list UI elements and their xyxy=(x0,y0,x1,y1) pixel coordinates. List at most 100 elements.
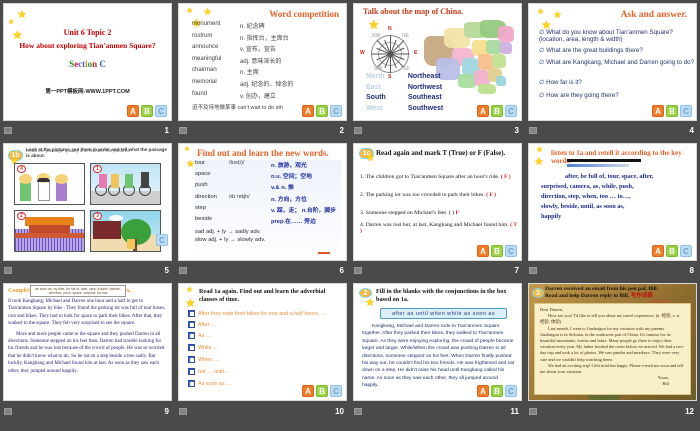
star-icon: ★ xyxy=(536,145,544,154)
keyword-line: direction, step, when, too … to…, xyxy=(541,193,631,200)
slide-cell-12[interactable]: 3 Darren received an email from his pen … xyxy=(525,280,700,421)
slide-cell-8[interactable]: ★ ★ listen to 1a and retell it according… xyxy=(525,140,700,280)
direction-west: West xyxy=(366,104,383,112)
star-icon: ★ xyxy=(186,285,194,294)
block-a: A xyxy=(302,105,314,117)
star-icon: ★ xyxy=(8,19,15,26)
slide-cell-2[interactable]: ★ ★ ★ Word competition monument n. 纪念碑 ro… xyxy=(175,0,350,140)
phonetic: /dɪˈrekʃn/ xyxy=(229,193,250,200)
word-row: tour/tʊə(r)/ n. 旅游，观光 xyxy=(195,160,341,169)
audio-progress[interactable] xyxy=(567,164,629,167)
slide-12[interactable]: 3 Darren received an email from his pen … xyxy=(528,283,697,401)
slide-title: Fill in the blanks with the conjunctions… xyxy=(376,288,507,303)
slide-title: Talk about the map of China. xyxy=(363,7,464,16)
slide-8[interactable]: ★ ★ listen to 1a and retell it according… xyxy=(528,143,697,261)
slide-3[interactable]: Talk about the map of China. ★ N NE E SE… xyxy=(353,3,522,121)
meaning: v. 踩，走； n.台阶，脚步 xyxy=(271,207,336,214)
bullet-icon xyxy=(188,368,195,375)
slide-layout-icon xyxy=(354,408,362,415)
audio-bar[interactable] xyxy=(567,159,641,162)
email-letter: Dear Darren, How are you? I'd like to te… xyxy=(534,303,691,395)
slide-layout-icon xyxy=(354,127,362,134)
word: memorial xyxy=(192,78,217,85)
phonetic xyxy=(229,216,271,225)
picture-1[interactable]: 4 xyxy=(14,163,85,205)
slide-10[interactable]: ★ ★ Read 1a again. Find out and learn th… xyxy=(178,283,347,401)
slide-cell-4[interactable]: ★ ★ ★ Ask and answer. ∅ What do you know… xyxy=(525,0,700,140)
letter-signoff: Yours, xyxy=(657,375,669,381)
question-2: ∅ What are the great buildings there? xyxy=(539,47,643,54)
abc-blocks: A B C xyxy=(652,105,692,117)
compass-label-ne: NE xyxy=(402,33,409,39)
slide-cell-5[interactable]: 1b ★ Look at the pictures, put them in o… xyxy=(0,140,175,280)
letter-sender: Bill xyxy=(662,381,669,387)
clause-item-4: While … xyxy=(188,344,218,351)
slide-cell-1[interactable]: ★ ★ ★ Unit 6 Topic 2 How about exploring… xyxy=(0,0,175,140)
word: chairman xyxy=(192,67,217,74)
slide-cell-3[interactable]: Talk about the map of China. ★ N NE E SE… xyxy=(350,0,525,140)
slide-6[interactable]: ★ ★ Find out and learn the new words. to… xyxy=(178,143,347,261)
slide-11[interactable]: 2 ★ Fill in the blanks with the conjunct… xyxy=(353,283,522,401)
slide-cell-6[interactable]: ★ ★ Find out and learn the new words. to… xyxy=(175,140,350,280)
slide-9[interactable]: Complete the passage with the words in t… xyxy=(3,283,172,401)
slide-layout-icon xyxy=(529,408,537,415)
slide-cell-10[interactable]: ★ ★ Read 1a again. Find out and learn th… xyxy=(175,280,350,421)
slide-cell-11[interactable]: 2 ★ Fill in the blanks with the conjunct… xyxy=(350,280,525,421)
clause-text: As soon as … xyxy=(198,380,232,387)
word: tour xyxy=(195,160,205,166)
compass-label-sw: SW xyxy=(374,66,383,72)
passage-paragraph-2: More and more people came to the square … xyxy=(8,331,165,374)
slide-cell-7[interactable]: 1c ★ Read again and mark T (True) or F (… xyxy=(350,140,525,280)
question-text: How far is it? xyxy=(546,79,582,86)
china-map-image xyxy=(422,18,518,94)
picture-2[interactable]: 1 xyxy=(90,163,161,205)
letter-paragraph-3: We had an exciting trip! I felt tired bu… xyxy=(540,362,683,375)
statement-4: 4. Darren was lost but, at last, Kangkan… xyxy=(360,222,520,234)
block-a: A xyxy=(302,385,314,397)
word-meaning: v. 创办，建立 xyxy=(240,93,276,100)
block-a: A xyxy=(477,385,489,397)
direction-south: South xyxy=(366,94,386,101)
star-icon: ★ xyxy=(366,153,375,164)
picture-4[interactable]: 3 xyxy=(90,210,161,252)
slide-7[interactable]: 1c ★ Read again and mark T (True) or F (… xyxy=(353,143,522,261)
picture-order-badge: 3 xyxy=(93,212,102,220)
derivation-2: slow adj. + ly → slowly adv. xyxy=(195,236,266,243)
word-meaning: n. 主席 xyxy=(240,70,259,77)
picture-3[interactable]: 2 xyxy=(14,210,85,252)
direction-column-right: Northeast Northwest Southeast Southwest xyxy=(408,72,443,114)
letter-paragraph-1: How are you? I'd like to tell you about … xyxy=(540,313,681,325)
slide-layout-icon xyxy=(529,267,537,274)
word: push xyxy=(195,182,208,189)
answer: ( T ) xyxy=(360,222,517,234)
word-meaning: n. 指挥台，主席台 xyxy=(240,35,289,42)
slide-1[interactable]: ★ ★ ★ Unit 6 Topic 2 How about exploring… xyxy=(3,3,172,121)
slide-title: Read again and mark T (True) or F (False… xyxy=(376,149,506,157)
slide-meta-12: 12 xyxy=(525,402,700,421)
slide-5[interactable]: 1b ★ Look at the pictures, put them in o… xyxy=(3,143,172,261)
star-icon: ★ xyxy=(537,7,545,16)
statement-2: 2. The parking lot was too crowded to pa… xyxy=(360,192,520,198)
clause-text: When … xyxy=(198,356,219,363)
star-icon: ★ xyxy=(186,159,195,170)
keyword-list: after, be full of, tour, space, after, s… xyxy=(541,172,690,222)
clause-text: While … xyxy=(198,344,219,351)
phonetic: /tʊə(r)/ xyxy=(229,160,245,166)
word: monument xyxy=(192,21,221,27)
word-row: beside prep.在…… 旁边 xyxy=(195,216,341,225)
phonetic xyxy=(229,171,271,180)
word: announce xyxy=(192,44,219,51)
slide-4[interactable]: ★ ★ ★ Ask and answer. ∅ What do you know… xyxy=(528,3,697,121)
slide-number: 1 xyxy=(164,126,169,135)
passage-body: Kangkang, Michael and Darren rode to Tia… xyxy=(362,323,515,390)
compass-label-nw: NW xyxy=(372,33,381,39)
keyword-line: slowly, beside, until, as soon as, xyxy=(541,203,625,210)
slide-2[interactable]: ★ ★ ★ Word competition monument n. 纪念碑 ro… xyxy=(178,3,347,121)
slide-cell-9[interactable]: Complete the passage with the words in t… xyxy=(0,280,175,421)
meaning: v.& n. 推 xyxy=(271,185,294,192)
statement-3: 3. Someone stepped on Michael's feet. ( … xyxy=(360,210,520,216)
block-a: A xyxy=(127,105,139,117)
word: rostrum xyxy=(192,32,213,39)
block-b: B xyxy=(666,245,678,257)
word-row: direction/dɪˈrekʃn/n. 方向，方位 xyxy=(195,194,341,203)
